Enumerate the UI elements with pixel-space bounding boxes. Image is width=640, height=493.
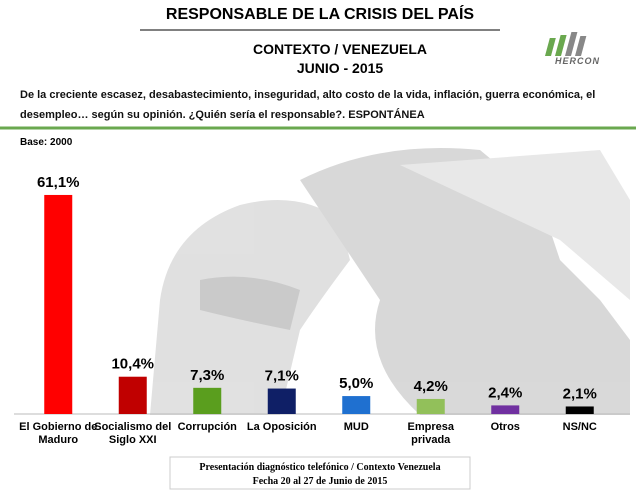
category-label: Otros xyxy=(490,421,520,433)
value-label: 2,1% xyxy=(563,385,597,402)
category-label: Corrupción xyxy=(177,421,237,433)
bar xyxy=(342,396,371,414)
footer: Presentación diagnóstico telefónico / Co… xyxy=(199,462,441,473)
value-label: 2,4% xyxy=(488,384,522,401)
date: JUNIO - 2015 xyxy=(296,60,384,76)
bar xyxy=(416,398,445,414)
category-label: El Gobierno de Maduro xyxy=(19,421,98,446)
category-label: Empresa privada xyxy=(407,421,454,446)
category-label: MUD xyxy=(343,421,369,433)
value-label: 5,0% xyxy=(339,375,373,392)
value-label: 4,2% xyxy=(414,378,448,395)
bar xyxy=(193,387,222,414)
value-label: 61,1% xyxy=(37,174,80,191)
bar xyxy=(267,388,296,414)
base: Base: 2000 xyxy=(20,137,73,148)
subtitle: CONTEXTO / VENEZUELA xyxy=(253,41,427,57)
bar xyxy=(44,194,73,414)
logo-graphic xyxy=(544,32,587,56)
background-image xyxy=(150,148,630,415)
category-label: La Oposición xyxy=(246,421,317,433)
category-label: NS/NC xyxy=(562,421,597,433)
bar xyxy=(565,406,594,414)
value-label: 10,4% xyxy=(111,356,154,373)
value-label: 7,1% xyxy=(265,368,299,385)
footer: Fecha 20 al 27 de Junio de 2015 xyxy=(252,476,388,487)
value-label: 7,3% xyxy=(190,367,224,384)
logo: HERCON xyxy=(555,56,601,66)
bar xyxy=(491,405,520,414)
question: De la creciente escasez, desabastecimien… xyxy=(20,89,596,121)
category-label: Socialismo del Siglo XXI xyxy=(94,421,172,446)
bar xyxy=(118,376,147,414)
footer-box xyxy=(169,456,471,490)
title: RESPONSABLE DE LA CRISIS DEL PAÍS xyxy=(165,6,475,23)
